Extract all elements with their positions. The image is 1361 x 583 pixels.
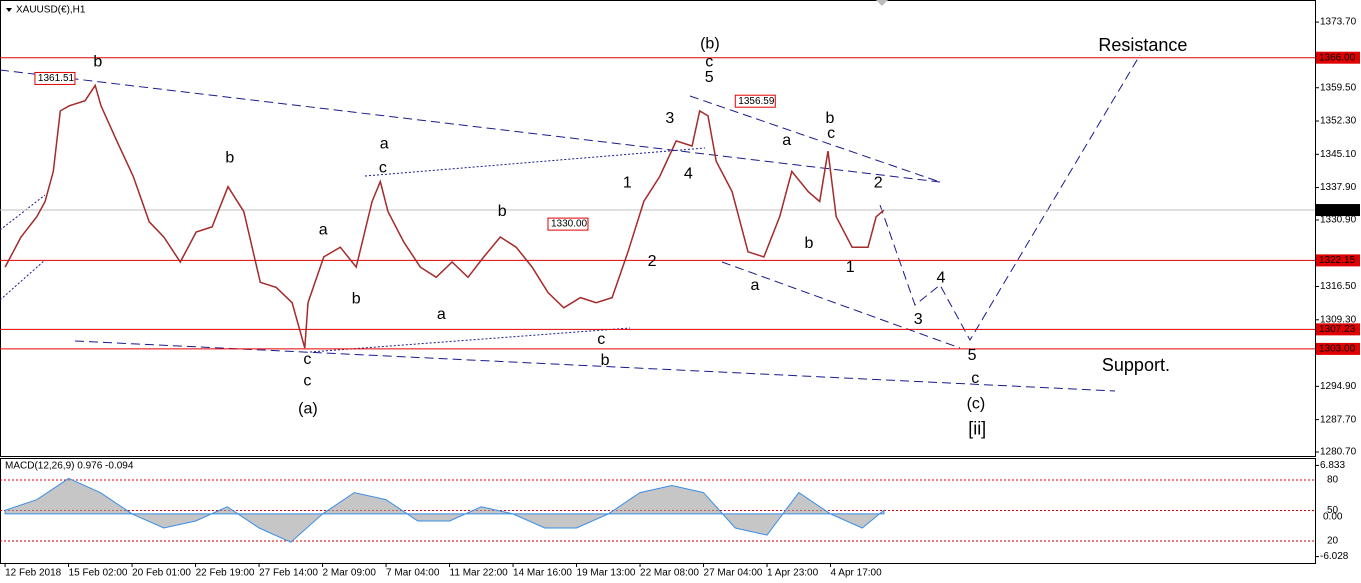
wave-label: Resistance — [1098, 35, 1187, 55]
x-tick-label: 27 Mar 04:00 — [704, 568, 763, 579]
x-tick-label: 11 Mar 22:00 — [450, 568, 509, 579]
level-label: 1303.00 — [1319, 344, 1356, 355]
scroll-marker — [876, 0, 888, 6]
x-tick-label: 7 Mar 04:00 — [386, 568, 440, 579]
y-tick-label: 1316.50 — [1320, 281, 1357, 292]
wave-label: b — [498, 203, 507, 220]
y-tick-label: 1359.50 — [1320, 82, 1357, 93]
wave-label: 1 — [846, 259, 855, 276]
x-tick-label: 22 Mar 08:00 — [640, 568, 699, 579]
level-box — [1316, 51, 1360, 64]
wave-label: b — [93, 54, 102, 71]
level-box — [1316, 342, 1360, 355]
wave-label: b — [804, 235, 813, 252]
wave-label: b — [225, 150, 234, 167]
channel-lines — [0, 147, 706, 353]
wave-label: 4 — [684, 165, 693, 182]
level-box — [1316, 323, 1360, 336]
trend-line — [721, 261, 961, 349]
wave-label: c — [597, 331, 605, 348]
x-tick-label: 15 Feb 02:00 — [69, 568, 128, 579]
wave-label: 3 — [914, 311, 923, 328]
wave-label: b — [601, 352, 610, 369]
wave-label: a — [319, 221, 328, 238]
main-panel — [0, 0, 1316, 457]
macd-level-label: 20 — [1327, 536, 1339, 547]
y-tick-label: 1373.70 — [1320, 17, 1357, 28]
y-tick-label: 1330.90 — [1320, 215, 1357, 226]
macd-zero-label: 0.00 — [1323, 512, 1343, 523]
macd-tick-label: -6.028 — [1320, 551, 1349, 562]
wave-label: 4 — [937, 269, 946, 286]
y-tick-label: 1309.30 — [1320, 314, 1357, 325]
x-tick-label: 1 Apr 23:00 — [767, 568, 819, 579]
level-box — [1316, 254, 1360, 267]
wave-label: c — [379, 159, 387, 176]
x-tick-label: 22 Feb 19:00 — [196, 568, 255, 579]
symbol-title: XAUUSD(€),H1 — [16, 5, 86, 16]
price-marker-label: 1330.00 — [551, 219, 588, 230]
level-label: 1333.04 — [1319, 205, 1356, 216]
macd-level-label: 80 — [1327, 475, 1339, 486]
wave-label: Support. — [1102, 355, 1170, 375]
level-label: 1322.15 — [1319, 255, 1356, 266]
wave-label: c — [705, 54, 713, 71]
level-label: 1366.00 — [1319, 52, 1356, 63]
x-tick-label: 19 Mar 13:00 — [577, 568, 636, 579]
y-tick-label: 1294.90 — [1320, 381, 1357, 392]
wave-label: a — [751, 277, 760, 294]
wave-label: a — [437, 306, 446, 323]
wave-label: (b) — [700, 36, 720, 53]
wave-label: a — [380, 135, 389, 152]
wave-label: 2 — [874, 175, 883, 192]
price-marker-label: 1356.59 — [738, 96, 775, 107]
wave-label: 5 — [705, 69, 714, 86]
trend-line — [0, 69, 941, 183]
x-tick-label: 14 Mar 16:00 — [513, 568, 572, 579]
wave-label: 5 — [968, 347, 977, 364]
trend-line — [689, 95, 941, 183]
wave-label: a — [782, 132, 791, 149]
macd-tick-label: 6.833 — [1320, 460, 1345, 471]
macd-title: MACD(12,26,9) 0.976 -0.094 — [5, 461, 134, 472]
y-tick-label: 1280.70 — [1320, 447, 1357, 458]
x-tick-label: 20 Feb 01:00 — [132, 568, 191, 579]
macd-level-label: 50 — [1327, 505, 1339, 516]
x-tick-label: 2 Mar 09:00 — [323, 568, 377, 579]
x-tick-label: 27 Feb 14:00 — [259, 568, 318, 579]
projection — [879, 54, 1141, 342]
wave-label: (a) — [298, 401, 318, 418]
price-line — [4, 83, 885, 349]
y-tick-label: 1287.70 — [1320, 414, 1357, 425]
channel-line — [0, 194, 46, 231]
price-marker-box — [734, 94, 776, 108]
wave-label: 1 — [623, 175, 632, 192]
menu-arrow — [6, 8, 12, 12]
y-tick-label: 1352.30 — [1320, 116, 1357, 127]
wave-label: b — [352, 291, 361, 308]
wave-label: 3 — [665, 110, 674, 127]
y-tick-label: 1337.90 — [1320, 182, 1357, 193]
wave-label: c — [303, 351, 311, 368]
wave-label: 2 — [648, 253, 657, 270]
x-tick-label: 12 Feb 2018 — [5, 568, 62, 579]
wave-label: c — [827, 125, 835, 142]
channel-line — [364, 147, 706, 177]
level-label: 1307.23 — [1319, 324, 1356, 335]
wave-label: (c) — [967, 396, 986, 413]
price-marker-box — [34, 71, 76, 85]
x-tick-label: 4 Apr 17:00 — [831, 568, 883, 579]
wave-label: c — [303, 372, 311, 389]
y-tick-label: 1345.10 — [1320, 149, 1357, 160]
channel-line — [309, 327, 631, 353]
price-marker-box — [547, 217, 589, 231]
macd-area — [4, 477, 885, 543]
wave-label: [ii] — [968, 419, 986, 439]
wave-label: c — [971, 370, 979, 387]
wave-label: b — [825, 110, 834, 127]
price-marker-label: 1361.51 — [38, 73, 75, 84]
level-box — [1316, 204, 1360, 217]
